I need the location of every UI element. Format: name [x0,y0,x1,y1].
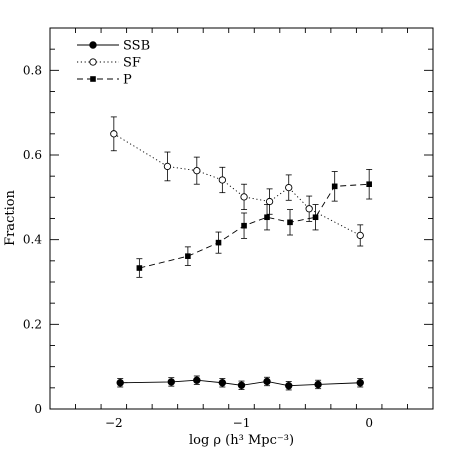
series-sf-point [240,193,248,201]
series-ssb-point [285,382,293,390]
series-p-line [139,183,370,269]
series-ssb-point [218,379,227,387]
series-sf [110,116,364,247]
series-ssb-point [193,376,201,384]
y-tick-label: 0.6 [23,148,42,162]
series-sf-point [285,183,293,192]
series-ssb-point [263,377,271,386]
x-axis-label: log ρ (h³ Mpc⁻³) [189,433,294,448]
series-ssb-point [167,378,175,386]
legend-ssb-label: SSB [123,39,150,54]
series-p-point [366,181,372,188]
x-tick-label: −1 [233,416,251,430]
legend-p-swatch-marker [90,76,96,82]
legend-sf-swatch-marker [89,58,97,66]
series-sf-point [163,162,172,171]
series-p-point [241,222,247,229]
series-ssb-point [116,379,124,387]
legend: SSB SF P [77,39,150,88]
series-p-point [312,214,319,221]
series-sf-point [305,205,313,213]
tick-labels: 0 0.2 0.4 0.6 0.8 −2 −1 0 [23,63,373,430]
x-tick-label: −2 [105,416,123,430]
series-p [136,168,373,278]
series-sf-point [356,231,364,240]
x-tick-label: 0 [365,416,373,430]
series-p-point [287,219,293,226]
y-tick-label: 0 [34,402,42,416]
axis-ticks [49,27,434,410]
series-sf-point [265,197,274,206]
series-p-point [215,239,222,246]
series-ssb-point [314,380,322,389]
series-p-point [264,214,270,221]
series-sf-line [113,133,361,236]
legend-p-label: P [123,73,132,88]
legend-ssb-swatch-marker [89,41,97,49]
series-p-point [136,265,143,271]
legend-sf-label: SF [123,56,141,71]
plot-frame [49,27,434,410]
y-tick-label: 0.8 [23,63,42,77]
y-tick-label: 0.2 [23,317,42,331]
y-tick-label: 0.4 [23,233,42,247]
series-sf-point [110,130,118,138]
series-p-point [331,183,338,190]
series-layer [110,116,373,391]
series-ssb [116,375,364,391]
series-sf-point [193,167,201,175]
series-ssb-point [237,381,246,389]
series-p-point [185,253,191,259]
y-axis-label: Fraction [3,189,18,245]
series-sf-point [218,176,227,184]
series-ssb-point [356,379,364,387]
